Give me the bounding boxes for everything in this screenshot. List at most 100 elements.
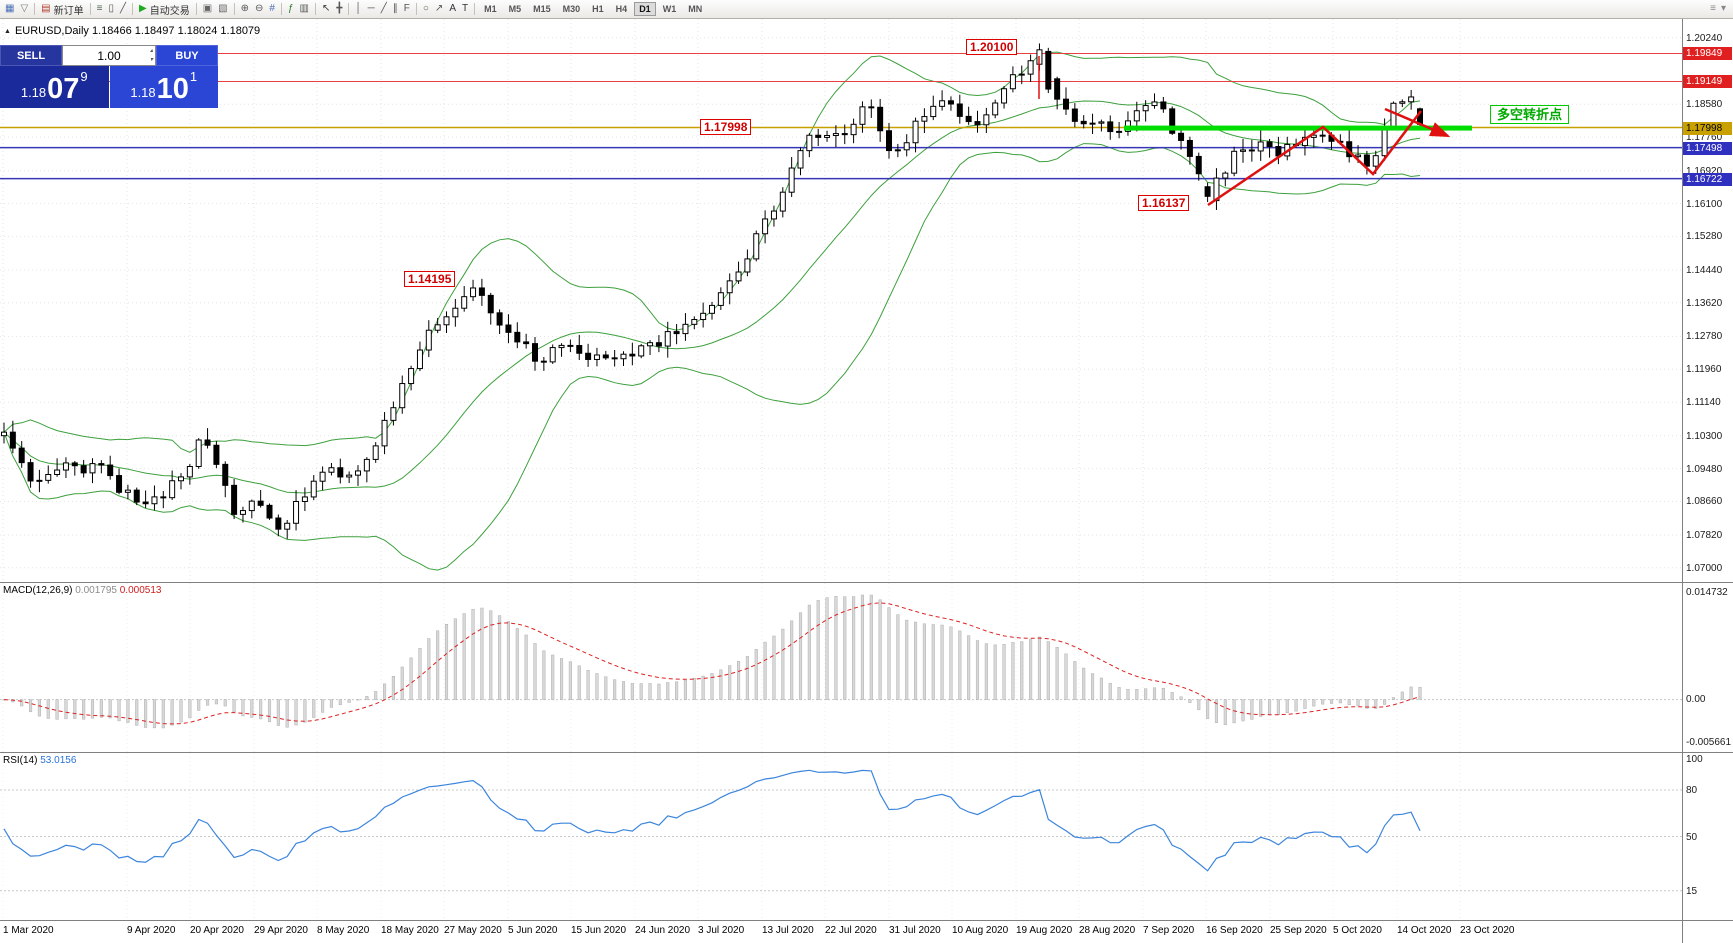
timeframe-m1-button[interactable]: M1 xyxy=(484,4,497,14)
timeframe-m5-button[interactable]: M5 xyxy=(508,4,522,14)
date-tick-label: 18 May 2020 xyxy=(381,925,439,936)
tile-windows-icon[interactable]: ▣ xyxy=(200,1,215,17)
trendline-icon: ╱ xyxy=(380,3,387,14)
timeframe-h1-button[interactable]: H1 xyxy=(592,4,604,14)
timeframe-mn-button[interactable]: MN xyxy=(688,4,703,14)
sell-button[interactable]: SELL xyxy=(0,45,62,66)
lot-spinner[interactable]: ▴ ▾ xyxy=(150,47,153,65)
date-axis[interactable]: 1 Mar 2020 9 Apr 2020 20 Apr 2020 29 Apr 20… xyxy=(0,921,1682,942)
buy-price-prefix: 1.18 xyxy=(130,85,156,100)
zoom-in-icon: ⊕ xyxy=(240,3,249,14)
date-tick-label: 22 Jul 2020 xyxy=(825,925,877,936)
date-tick-label: 19 Aug 2020 xyxy=(1016,925,1073,936)
rsi-scale-tick: 15 xyxy=(1686,885,1698,897)
cascade-windows-icon[interactable]: ▧ xyxy=(215,1,230,17)
arrows-icon: ↗ xyxy=(434,3,444,14)
objects-list-icon: ▥ xyxy=(299,3,309,14)
sell-price[interactable]: 1.18 07 9 xyxy=(0,66,109,108)
date-tick-label: 24 Jun 2020 xyxy=(635,925,691,936)
price-tick: 1.07820 xyxy=(1686,529,1723,541)
chart-line-icon[interactable]: ╱ xyxy=(117,1,129,17)
macd-name: MACD(12,26,9) xyxy=(3,585,73,596)
crosshair-icon[interactable]: ╋ xyxy=(333,1,345,17)
autotrade-button[interactable]: ▶ 自动交易 xyxy=(136,1,193,17)
shapes-icon[interactable]: ○ xyxy=(420,1,432,17)
text-label-icon: T xyxy=(461,3,469,14)
date-tick-label: 5 Oct 2020 xyxy=(1333,925,1382,936)
lot-size-field[interactable]: 1.00 ▴ ▾ xyxy=(62,45,156,66)
macd-signal-value: 0.000513 xyxy=(119,585,162,596)
macd-panel[interactable]: MACD(12,26,9) 0.001795 0.000513 xyxy=(0,583,1682,753)
price-tick: 1.15280 xyxy=(1686,231,1723,243)
date-tick-label: 28 Aug 2020 xyxy=(1079,925,1136,936)
arrows-icon[interactable]: ↗ xyxy=(432,1,446,17)
timeframe-m30-button[interactable]: M30 xyxy=(562,4,581,14)
zoom-in-icon[interactable]: ⊕ xyxy=(238,1,252,17)
toolbar-separator xyxy=(89,3,91,15)
price-annotation[interactable]: 1.17998 xyxy=(700,119,752,135)
date-tick-label: 9 Apr 2020 xyxy=(127,925,176,936)
chart-bars-icon: ≡ xyxy=(96,3,103,14)
macd-scale-zero: 0.00 xyxy=(1686,693,1706,705)
new-chart-icon[interactable]: ▦ xyxy=(2,1,17,17)
chart-profiles-icon[interactable]: ▽ xyxy=(17,1,31,17)
price-scale-column[interactable]: 1.20240 1.18580 1.17760 1.16920 1.16100 1.152… xyxy=(1682,19,1733,943)
lot-down-icon[interactable]: ▾ xyxy=(149,57,153,63)
main-chart-panel[interactable]: ▲ EURUSD,Daily 1.18466 1.18497 1.18024 1… xyxy=(0,19,1682,583)
timeframe-m15-button[interactable]: M15 xyxy=(533,4,551,14)
autotrade-icon: ▶ xyxy=(139,3,147,14)
price-tick: 1.18580 xyxy=(1686,99,1723,111)
new-order-icon: ▤ xyxy=(41,3,51,14)
toolbar: ▦ ▽ ▤ 新订单 ≡ ▯ ╱ ▶ 自动交易 ▣ ▧ ⊕ ⊖ # ƒ ▥ ↖ ╋ │ ─ ╱ ∥ F ○ ↗ A T M1 M5 M15 M… xyxy=(0,0,1733,19)
toolbars-menu-icon[interactable]: ≡ xyxy=(1710,3,1716,14)
trendline-icon[interactable]: ╱ xyxy=(378,1,390,17)
rsi-value: 53.0156 xyxy=(40,755,77,766)
cursor-icon[interactable]: ↖ xyxy=(319,1,333,17)
vertical-line-icon: │ xyxy=(355,3,362,14)
grid-icon[interactable]: # xyxy=(266,1,278,17)
price-annotation[interactable]: 1.14195 xyxy=(404,271,456,287)
new-order-button-label: 新订单 xyxy=(53,5,84,17)
chart-bars-icon[interactable]: ≡ xyxy=(94,1,106,17)
date-tick-label: 20 Apr 2020 xyxy=(190,925,244,936)
buy-price[interactable]: 1.18 10 1 xyxy=(109,66,218,108)
text-icon[interactable]: A xyxy=(446,1,459,17)
zoom-out-icon[interactable]: ⊖ xyxy=(252,1,266,17)
price-annotation[interactable]: 1.20100 xyxy=(966,39,1018,55)
text-label-icon[interactable]: T xyxy=(459,1,471,17)
fibonacci-icon: F xyxy=(403,3,410,14)
objects-list-icon[interactable]: ▥ xyxy=(297,1,312,17)
vertical-line-icon[interactable]: │ xyxy=(352,1,364,17)
fibonacci-icon[interactable]: F xyxy=(401,1,413,17)
lot-up-icon[interactable]: ▴ xyxy=(149,48,153,54)
chart-ohlc-title: EURUSD,Daily 1.18466 1.18497 1.18024 1.1… xyxy=(14,25,261,37)
date-tick-label: 5 Jun 2020 xyxy=(508,925,558,936)
equidistant-channel-icon[interactable]: ∥ xyxy=(390,1,401,17)
new-order-button[interactable]: ▤ 新订单 xyxy=(38,1,86,17)
oneclick-collapse-icon[interactable]: ▲ xyxy=(4,27,11,35)
price-tick: 1.08660 xyxy=(1686,496,1723,508)
price-tick: 1.09480 xyxy=(1686,463,1723,475)
main-chart-canvas xyxy=(0,19,1682,582)
price-level-badge: 1.17498 xyxy=(1683,141,1732,155)
macd-scale-max: 0.014732 xyxy=(1686,587,1728,598)
date-tick-label: 1 Mar 2020 xyxy=(3,925,54,936)
insert-indicator-icon[interactable]: ƒ xyxy=(285,1,297,17)
more-options-icon[interactable]: ▾ xyxy=(1720,3,1726,14)
main-price-scale[interactable]: 1.20240 1.18580 1.17760 1.16920 1.16100 1.152… xyxy=(1683,19,1733,583)
zoom-out-icon: ⊖ xyxy=(255,3,264,14)
timeframe-w1-button[interactable]: W1 xyxy=(662,4,677,14)
chart-line-icon: ╱ xyxy=(119,3,126,14)
text-icon: A xyxy=(449,3,456,14)
rsi-scale[interactable]: 100 80 50 15 xyxy=(1683,753,1733,921)
horizontal-line-icon[interactable]: ─ xyxy=(365,1,378,17)
note-annotation[interactable]: 多空转折点 xyxy=(1490,105,1570,124)
buy-button[interactable]: BUY xyxy=(156,45,218,66)
timeframe-h4-button[interactable]: H4 xyxy=(615,4,628,14)
price-annotation[interactable]: 1.16137 xyxy=(1138,195,1190,211)
date-tick-label: 29 Apr 2020 xyxy=(254,925,308,936)
timeframe-d1-button[interactable]: D1 xyxy=(634,2,656,16)
rsi-panel[interactable]: RSI(14) 53.0156 xyxy=(0,753,1682,921)
chart-candlesticks-icon[interactable]: ▯ xyxy=(105,1,117,17)
macd-scale[interactable]: 0.014732 0.00 -0.005661 xyxy=(1683,583,1733,753)
